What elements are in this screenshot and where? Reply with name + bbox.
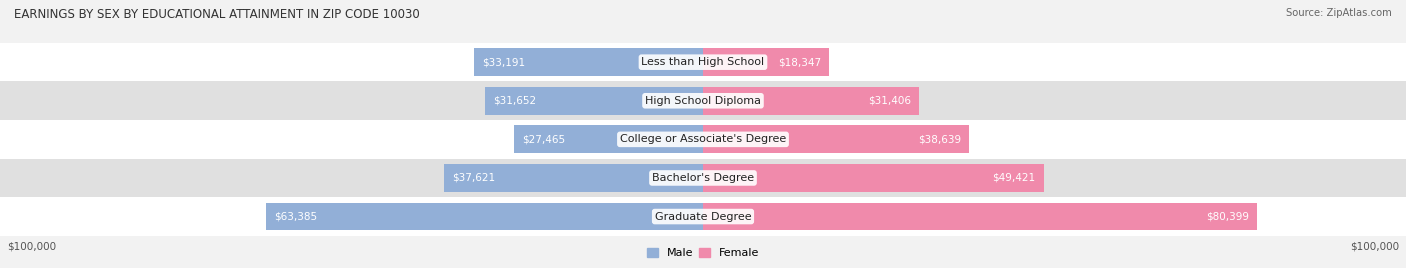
Bar (703, 125, 969, 153)
Text: $80,399: $80,399 (1206, 211, 1249, 222)
Text: $18,347: $18,347 (778, 57, 821, 67)
Text: College or Associate's Degree: College or Associate's Degree (620, 134, 786, 144)
Text: $31,652: $31,652 (494, 96, 536, 106)
Bar (513, 125, 703, 153)
Legend: Male, Female: Male, Female (643, 243, 763, 262)
Text: Graduate Degree: Graduate Degree (655, 211, 751, 222)
Bar (703, 164, 1043, 192)
Text: $100,000: $100,000 (1350, 241, 1399, 251)
Bar (703, 203, 1257, 230)
Bar (0, 159, 1406, 197)
Bar (0, 197, 1406, 236)
Text: EARNINGS BY SEX BY EDUCATIONAL ATTAINMENT IN ZIP CODE 10030: EARNINGS BY SEX BY EDUCATIONAL ATTAINMEN… (14, 8, 420, 21)
Text: $63,385: $63,385 (274, 211, 318, 222)
Text: $27,465: $27,465 (522, 134, 565, 144)
Text: Less than High School: Less than High School (641, 57, 765, 67)
Text: $37,621: $37,621 (451, 173, 495, 183)
Bar (703, 87, 920, 115)
Bar (0, 120, 1406, 159)
Bar (485, 87, 703, 115)
Bar (0, 43, 1406, 81)
Text: $33,191: $33,191 (482, 57, 526, 67)
Bar (474, 48, 703, 76)
Text: $49,421: $49,421 (993, 173, 1035, 183)
Bar (266, 203, 703, 230)
Text: Bachelor's Degree: Bachelor's Degree (652, 173, 754, 183)
Text: Source: ZipAtlas.com: Source: ZipAtlas.com (1286, 8, 1392, 18)
Text: High School Diploma: High School Diploma (645, 96, 761, 106)
Text: $100,000: $100,000 (7, 241, 56, 251)
Bar (703, 48, 830, 76)
Text: $38,639: $38,639 (918, 134, 962, 144)
Bar (0, 81, 1406, 120)
Text: $31,406: $31,406 (868, 96, 911, 106)
Bar (444, 164, 703, 192)
